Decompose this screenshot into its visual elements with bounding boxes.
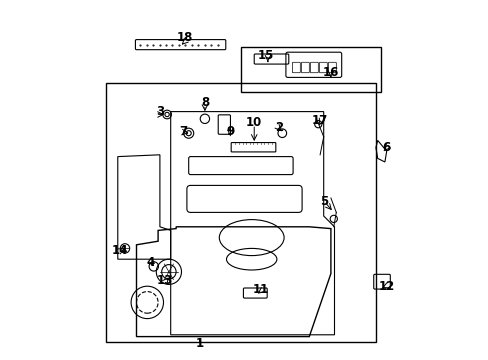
Text: 8: 8 — [201, 96, 208, 109]
Text: 17: 17 — [311, 114, 327, 127]
Text: 10: 10 — [245, 116, 261, 129]
Text: 3: 3 — [156, 105, 163, 118]
Text: 2: 2 — [274, 121, 282, 134]
Bar — [106, 83, 375, 342]
Text: 4: 4 — [146, 256, 155, 269]
Text: 16: 16 — [322, 66, 338, 78]
Bar — [241, 47, 381, 92]
Text: 1: 1 — [195, 337, 203, 350]
Text: 18: 18 — [177, 31, 193, 44]
Text: 12: 12 — [378, 280, 394, 293]
Text: 11: 11 — [252, 283, 268, 296]
Text: 14: 14 — [112, 244, 128, 257]
Text: 6: 6 — [382, 141, 390, 154]
Text: 9: 9 — [225, 125, 234, 138]
Text: 13: 13 — [157, 274, 173, 287]
Text: 15: 15 — [257, 49, 274, 62]
Text: 7: 7 — [179, 125, 187, 138]
Text: 5: 5 — [319, 195, 327, 208]
